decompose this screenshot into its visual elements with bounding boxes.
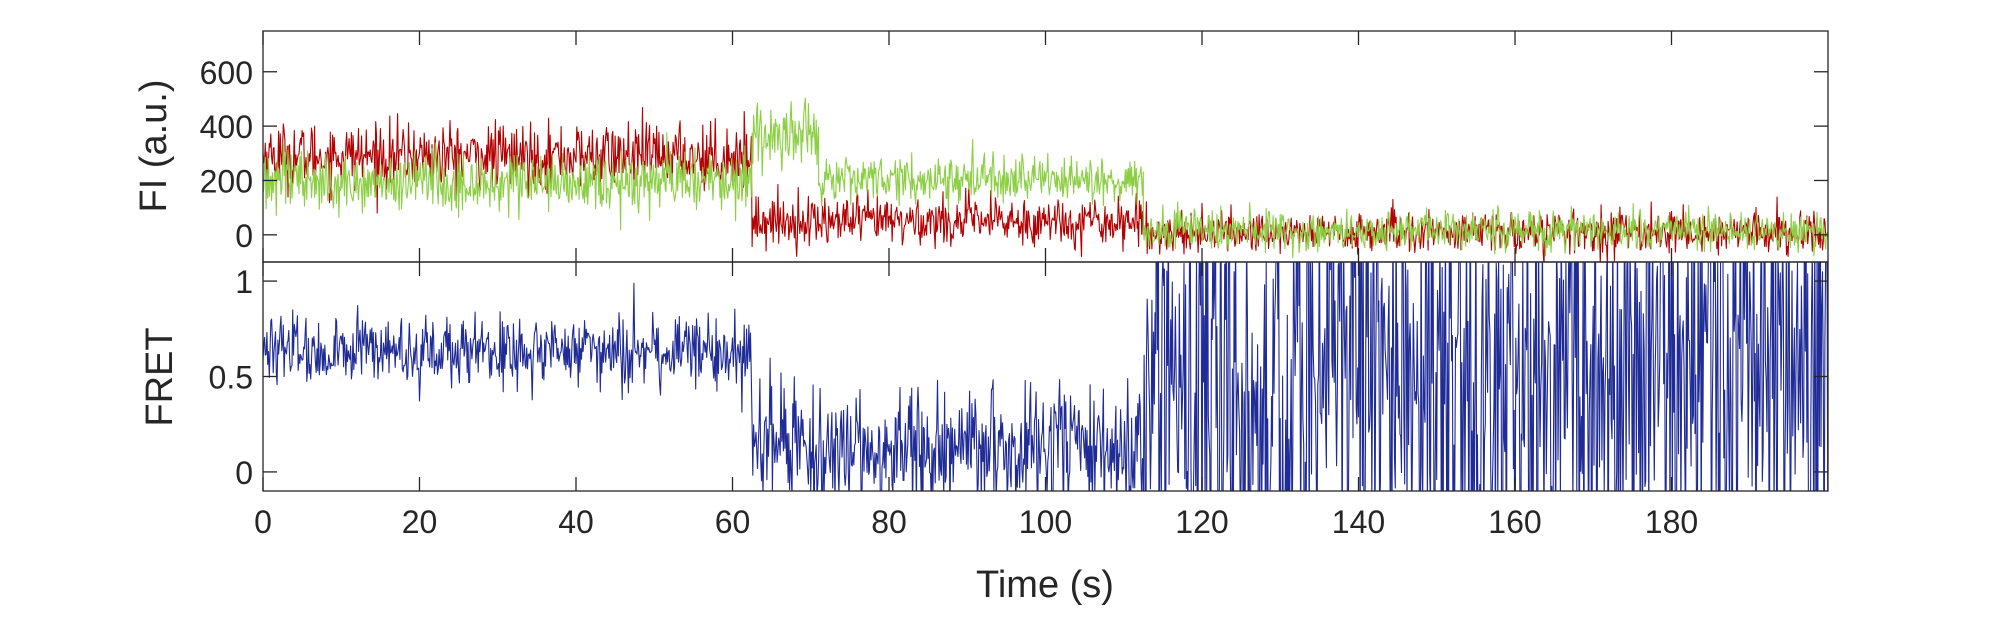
x-tick-label: 0 <box>254 504 272 540</box>
fluorescence-traces <box>263 97 1828 262</box>
x-tick-label: 180 <box>1645 504 1698 540</box>
x-tick-label: 120 <box>1175 504 1228 540</box>
y-tick-label: 400 <box>200 109 253 145</box>
y-tick-label: 200 <box>200 163 253 199</box>
x-tick-label: 20 <box>402 504 438 540</box>
fluorescence-y-axis-label: FI (a.u.) <box>133 79 175 212</box>
x-tick-label: 40 <box>558 504 594 540</box>
fret-panel: 00.51 0 20 40 60 80 100 120 140 160 180 FRET Time… <box>139 261 1829 606</box>
fret-traces <box>263 262 1828 491</box>
fret-y-axis-label: FRET <box>139 327 181 426</box>
fluorescence-x-ticks <box>262 31 1673 262</box>
x-axis-label: Time (s) <box>976 564 1114 606</box>
fluorescence-panel: 0 200 400 600 FI (a.u.) <box>133 30 1829 263</box>
x-tick-label: 80 <box>871 504 907 540</box>
donor-trace <box>263 97 1828 259</box>
y-tick-label: 0 <box>235 218 253 254</box>
x-tick-label: 160 <box>1488 504 1541 540</box>
y-tick-label: 0 <box>235 455 253 491</box>
fret-y-ticks: 00.51 <box>209 264 1828 491</box>
y-tick-label: 600 <box>200 55 253 91</box>
fluorescence-y-ticks: 0 200 400 600 <box>200 55 1828 254</box>
x-tick-label: 140 <box>1332 504 1385 540</box>
x-tick-label: 100 <box>1019 504 1072 540</box>
y-tick-label: 0.5 <box>209 360 253 396</box>
fret-trace <box>263 262 1828 491</box>
fret-x-ticks: 0 20 40 60 80 100 120 140 160 180 <box>254 262 1698 540</box>
x-tick-label: 60 <box>715 504 751 540</box>
y-tick-label: 1 <box>235 264 253 300</box>
